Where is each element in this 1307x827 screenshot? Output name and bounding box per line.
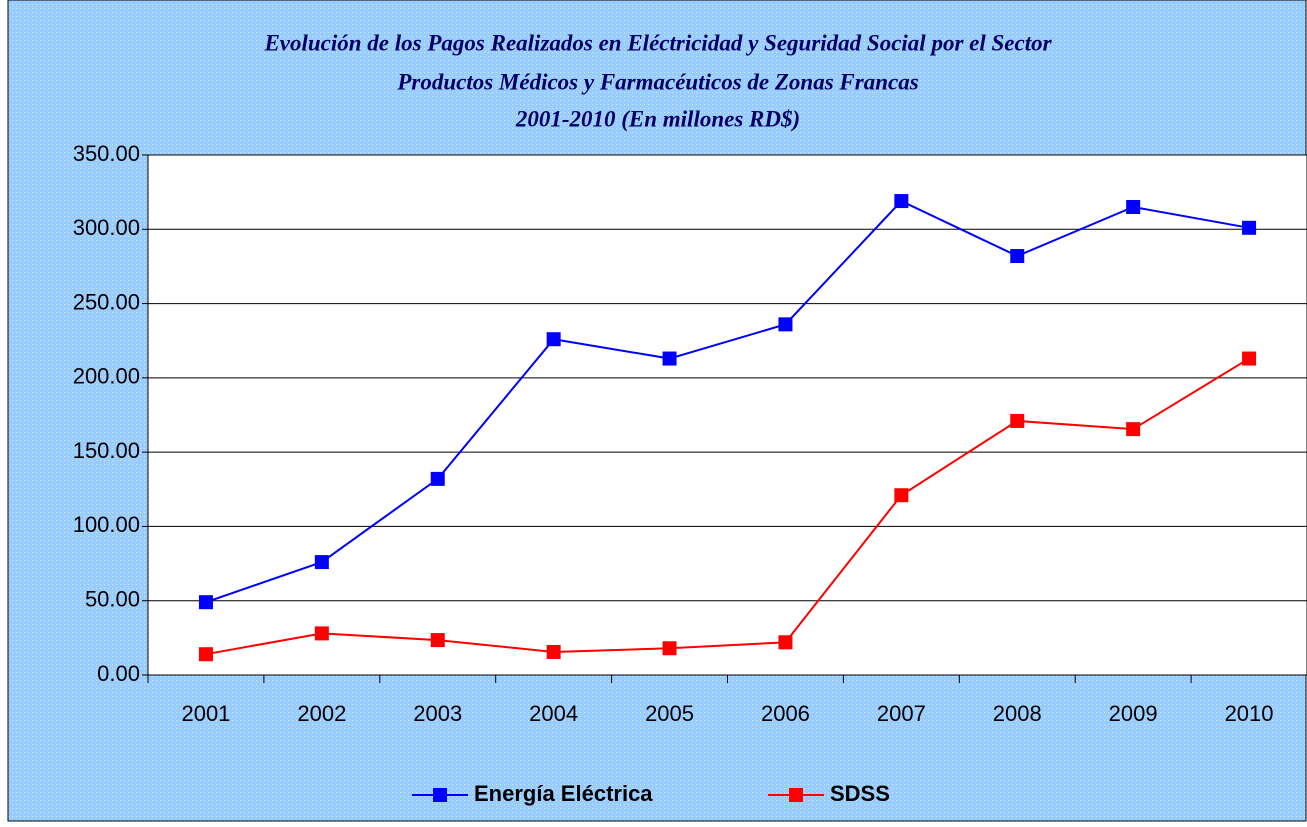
data-point xyxy=(778,317,793,332)
legend-marker xyxy=(433,788,447,802)
data-point xyxy=(1242,351,1257,366)
legend-label: SDSS xyxy=(830,781,890,806)
data-point xyxy=(662,641,677,656)
legend-marker xyxy=(789,788,803,802)
data-point xyxy=(430,471,445,486)
x-tick-label: 2008 xyxy=(993,701,1042,726)
y-tick-label: 300.00 xyxy=(73,215,140,240)
data-point xyxy=(894,488,909,503)
x-tick-label: 2006 xyxy=(761,701,810,726)
data-point xyxy=(1126,200,1141,214)
y-tick-label: 100.00 xyxy=(73,512,140,537)
x-tick-label: 2007 xyxy=(877,701,926,726)
x-tick-label: 2005 xyxy=(645,701,694,726)
plot-area xyxy=(147,154,1307,676)
y-tick-label: 150.00 xyxy=(73,438,140,463)
chart-title: 2001-2010 (En millones RD$) xyxy=(515,106,800,131)
y-tick-label: 350.00 xyxy=(73,141,140,166)
x-tick-label: 2003 xyxy=(413,701,462,726)
x-tick-label: 2002 xyxy=(297,701,346,726)
data-point xyxy=(662,351,677,366)
data-point xyxy=(198,647,213,662)
y-tick-label: 250.00 xyxy=(73,289,140,314)
data-point xyxy=(314,555,329,570)
data-point xyxy=(1242,220,1257,235)
data-point xyxy=(778,635,793,650)
data-point xyxy=(546,332,561,347)
series-line xyxy=(205,357,1250,656)
y-tick-label: 0.00 xyxy=(97,661,140,686)
y-tick-label: 200.00 xyxy=(73,364,140,389)
chart-title: Evolución de los Pagos Realizados en Elé… xyxy=(263,30,1052,55)
x-tick-label: 2004 xyxy=(529,701,578,726)
x-tick-label: 2009 xyxy=(1109,701,1158,726)
y-tick-label: 50.00 xyxy=(85,587,140,612)
data-point xyxy=(1126,422,1141,437)
data-point xyxy=(430,633,445,648)
data-point xyxy=(546,644,561,659)
data-point xyxy=(314,626,329,641)
legend-label: Energía Eléctrica xyxy=(474,781,653,806)
series-line xyxy=(205,199,1250,604)
x-tick-label: 2010 xyxy=(1225,701,1274,726)
chart-title: Productos Médicos y Farmacéuticos de Zon… xyxy=(396,69,918,94)
data-point xyxy=(894,194,909,209)
data-point xyxy=(1010,249,1025,264)
data-point xyxy=(198,595,213,610)
x-tick-label: 2001 xyxy=(181,701,230,726)
data-point xyxy=(1010,413,1025,428)
